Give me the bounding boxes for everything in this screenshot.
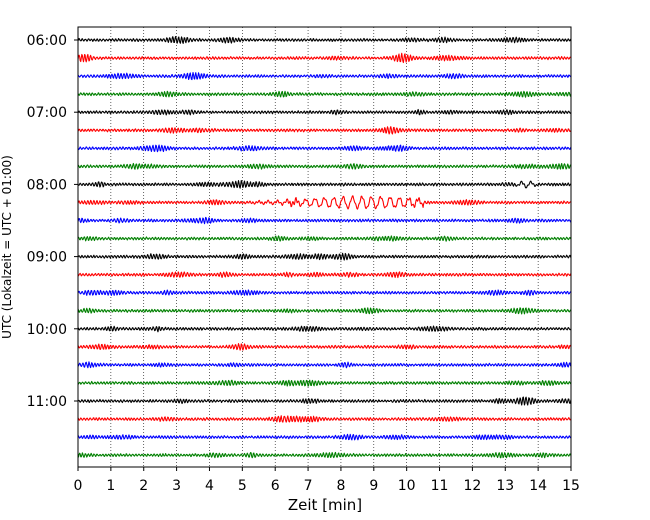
vertical-grid [110,27,539,467]
y-axis-title: UTC (Lokalzeit = UTC + 01:00) [0,155,14,339]
x-tick-label: 5 [238,478,247,494]
trace-0645 [77,90,572,98]
trace-1030 [77,361,572,369]
trace-0930 [77,289,572,297]
x-tick-label: 4 [205,478,214,494]
trace-0915 [77,271,572,279]
trace-0800 [77,179,572,189]
trace-1115 [77,415,572,423]
trace-0715 [77,126,572,135]
x-tick-label: 0 [74,478,83,494]
x-tick-label: 3 [172,478,181,494]
x-tick-label: 15 [562,478,580,494]
trace-0730 [77,144,572,153]
trace-1145 [77,451,572,459]
x-tick-label: 9 [369,478,378,494]
trace-1000 [77,325,572,333]
trace-0900 [77,252,572,261]
y-tick-label: 09:00 [27,250,67,266]
trace-0615 [77,52,572,64]
x-tick-label: 10 [398,478,416,494]
trace-0845 [77,235,572,242]
y-tick-label: 10:00 [27,322,67,338]
trace-0945 [77,307,572,315]
trace-0815 [77,195,572,210]
y-axis: 06:00 07:00 08:00 09:00 10:00 11:00 [27,33,78,410]
x-tick-label: 11 [431,478,449,494]
y-tick-label: 07:00 [27,105,67,121]
x-tick-label: 8 [336,478,345,494]
trace-0630 [77,71,572,81]
x-tick-label: 2 [139,478,148,494]
trace-1100 [77,396,572,406]
plot-frame [77,26,572,468]
y-tick-label: 08:00 [27,177,67,193]
x-tick-label: 7 [304,478,313,494]
x-tick-label: 1 [106,478,115,494]
y-tick-label: 06:00 [27,33,67,49]
seismogram-traces [77,36,572,459]
trace-0830 [77,216,572,225]
x-tick-label: 12 [463,478,481,494]
trace-1045 [77,379,572,387]
y-tick-label: 11:00 [27,394,67,410]
trace-1130 [77,433,572,441]
trace-0600 [77,36,572,44]
x-tick-label: 13 [496,478,514,494]
trace-0745 [77,162,572,170]
trace-0700 [77,108,572,116]
x-axis: 0 1 2 3 4 5 6 7 8 9 10 11 12 13 14 15 [74,467,580,494]
x-tick-label: 14 [529,478,547,494]
x-axis-title: Zeit [min] [288,496,362,514]
x-tick-label: 6 [271,478,280,494]
trace-1015 [77,343,572,351]
